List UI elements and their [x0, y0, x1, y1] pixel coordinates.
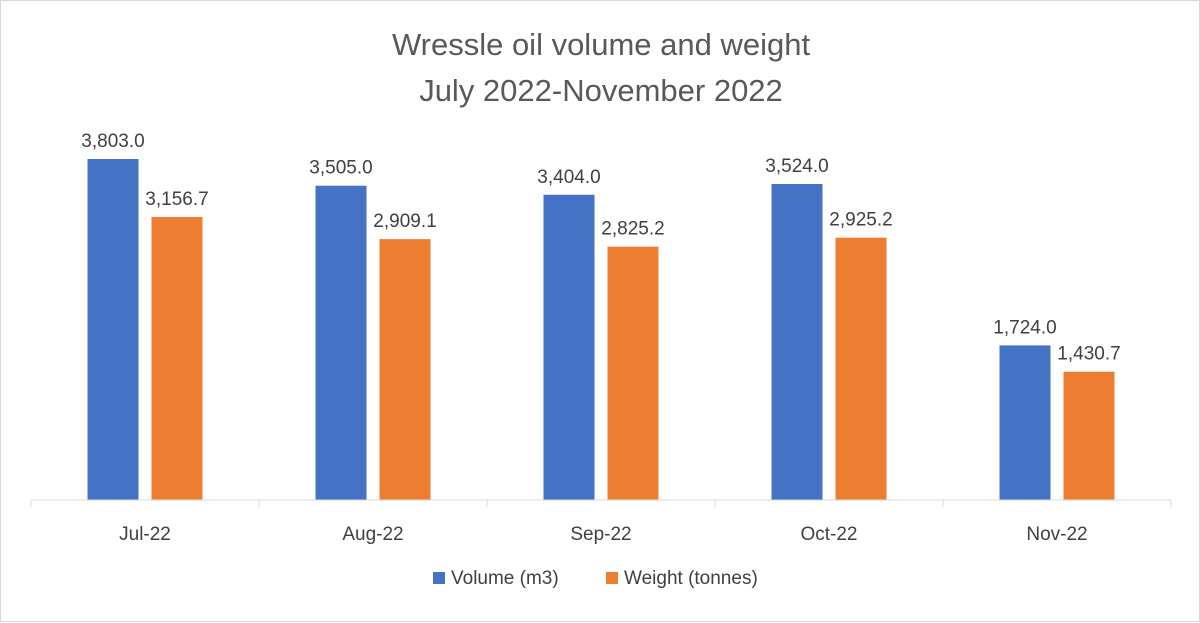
x-tick-label-oct-22: Oct-22	[800, 524, 857, 545]
bar-volume-nov-22	[999, 345, 1051, 500]
chart-title-line-1: Wressle oil volume and weight	[392, 27, 811, 62]
bar-volume-jul-22	[87, 159, 139, 500]
bar-weight-sep-22	[607, 246, 659, 500]
chart-title: Wressle oil volume and weight July 2022-…	[392, 27, 811, 108]
legend: Volume (m3) Weight (tonnes)	[433, 568, 758, 589]
data-label-volume-oct-22: 3,524.0	[765, 156, 828, 177]
legend-swatch-volume	[433, 572, 445, 584]
data-label-volume-aug-22: 3,505.0	[309, 158, 372, 179]
x-tick-label-sep-22: Sep-22	[570, 524, 631, 545]
plot-area: 3,803.0 3,156.7 3,505.0 2,909.1 3,404.0 2,825…	[81, 131, 1121, 501]
x-axis: Jul-22 Aug-22 Sep-22 Oct-22 Nov-22	[30, 499, 1172, 545]
bar-volume-aug-22	[315, 185, 367, 500]
data-label-volume-sep-22: 3,404.0	[537, 167, 600, 188]
chart-title-line-2: July 2022-November 2022	[419, 73, 783, 108]
data-label-weight-oct-22: 2,925.2	[829, 210, 892, 231]
legend-label-weight: Weight (tonnes)	[624, 568, 758, 589]
bar-weight-jul-22	[151, 216, 203, 500]
x-tick-label-nov-22: Nov-22	[1026, 524, 1087, 545]
bar-volume-sep-22	[543, 194, 595, 501]
legend-label-volume: Volume (m3)	[451, 568, 559, 589]
bar-weight-aug-22	[379, 239, 431, 501]
bar-volume-oct-22	[771, 184, 823, 500]
data-label-volume-jul-22: 3,803.0	[81, 131, 144, 152]
data-label-weight-nov-22: 1,430.7	[1057, 344, 1120, 365]
x-tick-label-jul-22: Jul-22	[119, 524, 171, 545]
data-label-weight-sep-22: 2,825.2	[601, 219, 664, 240]
data-label-weight-jul-22: 3,156.7	[145, 189, 208, 210]
bar-weight-nov-22	[1063, 371, 1115, 500]
bar-weight-oct-22	[835, 237, 887, 500]
legend-swatch-weight	[606, 572, 618, 584]
data-label-weight-aug-22: 2,909.1	[373, 211, 436, 232]
x-tick-label-aug-22: Aug-22	[342, 524, 403, 545]
data-label-volume-nov-22: 1,724.0	[993, 317, 1056, 338]
